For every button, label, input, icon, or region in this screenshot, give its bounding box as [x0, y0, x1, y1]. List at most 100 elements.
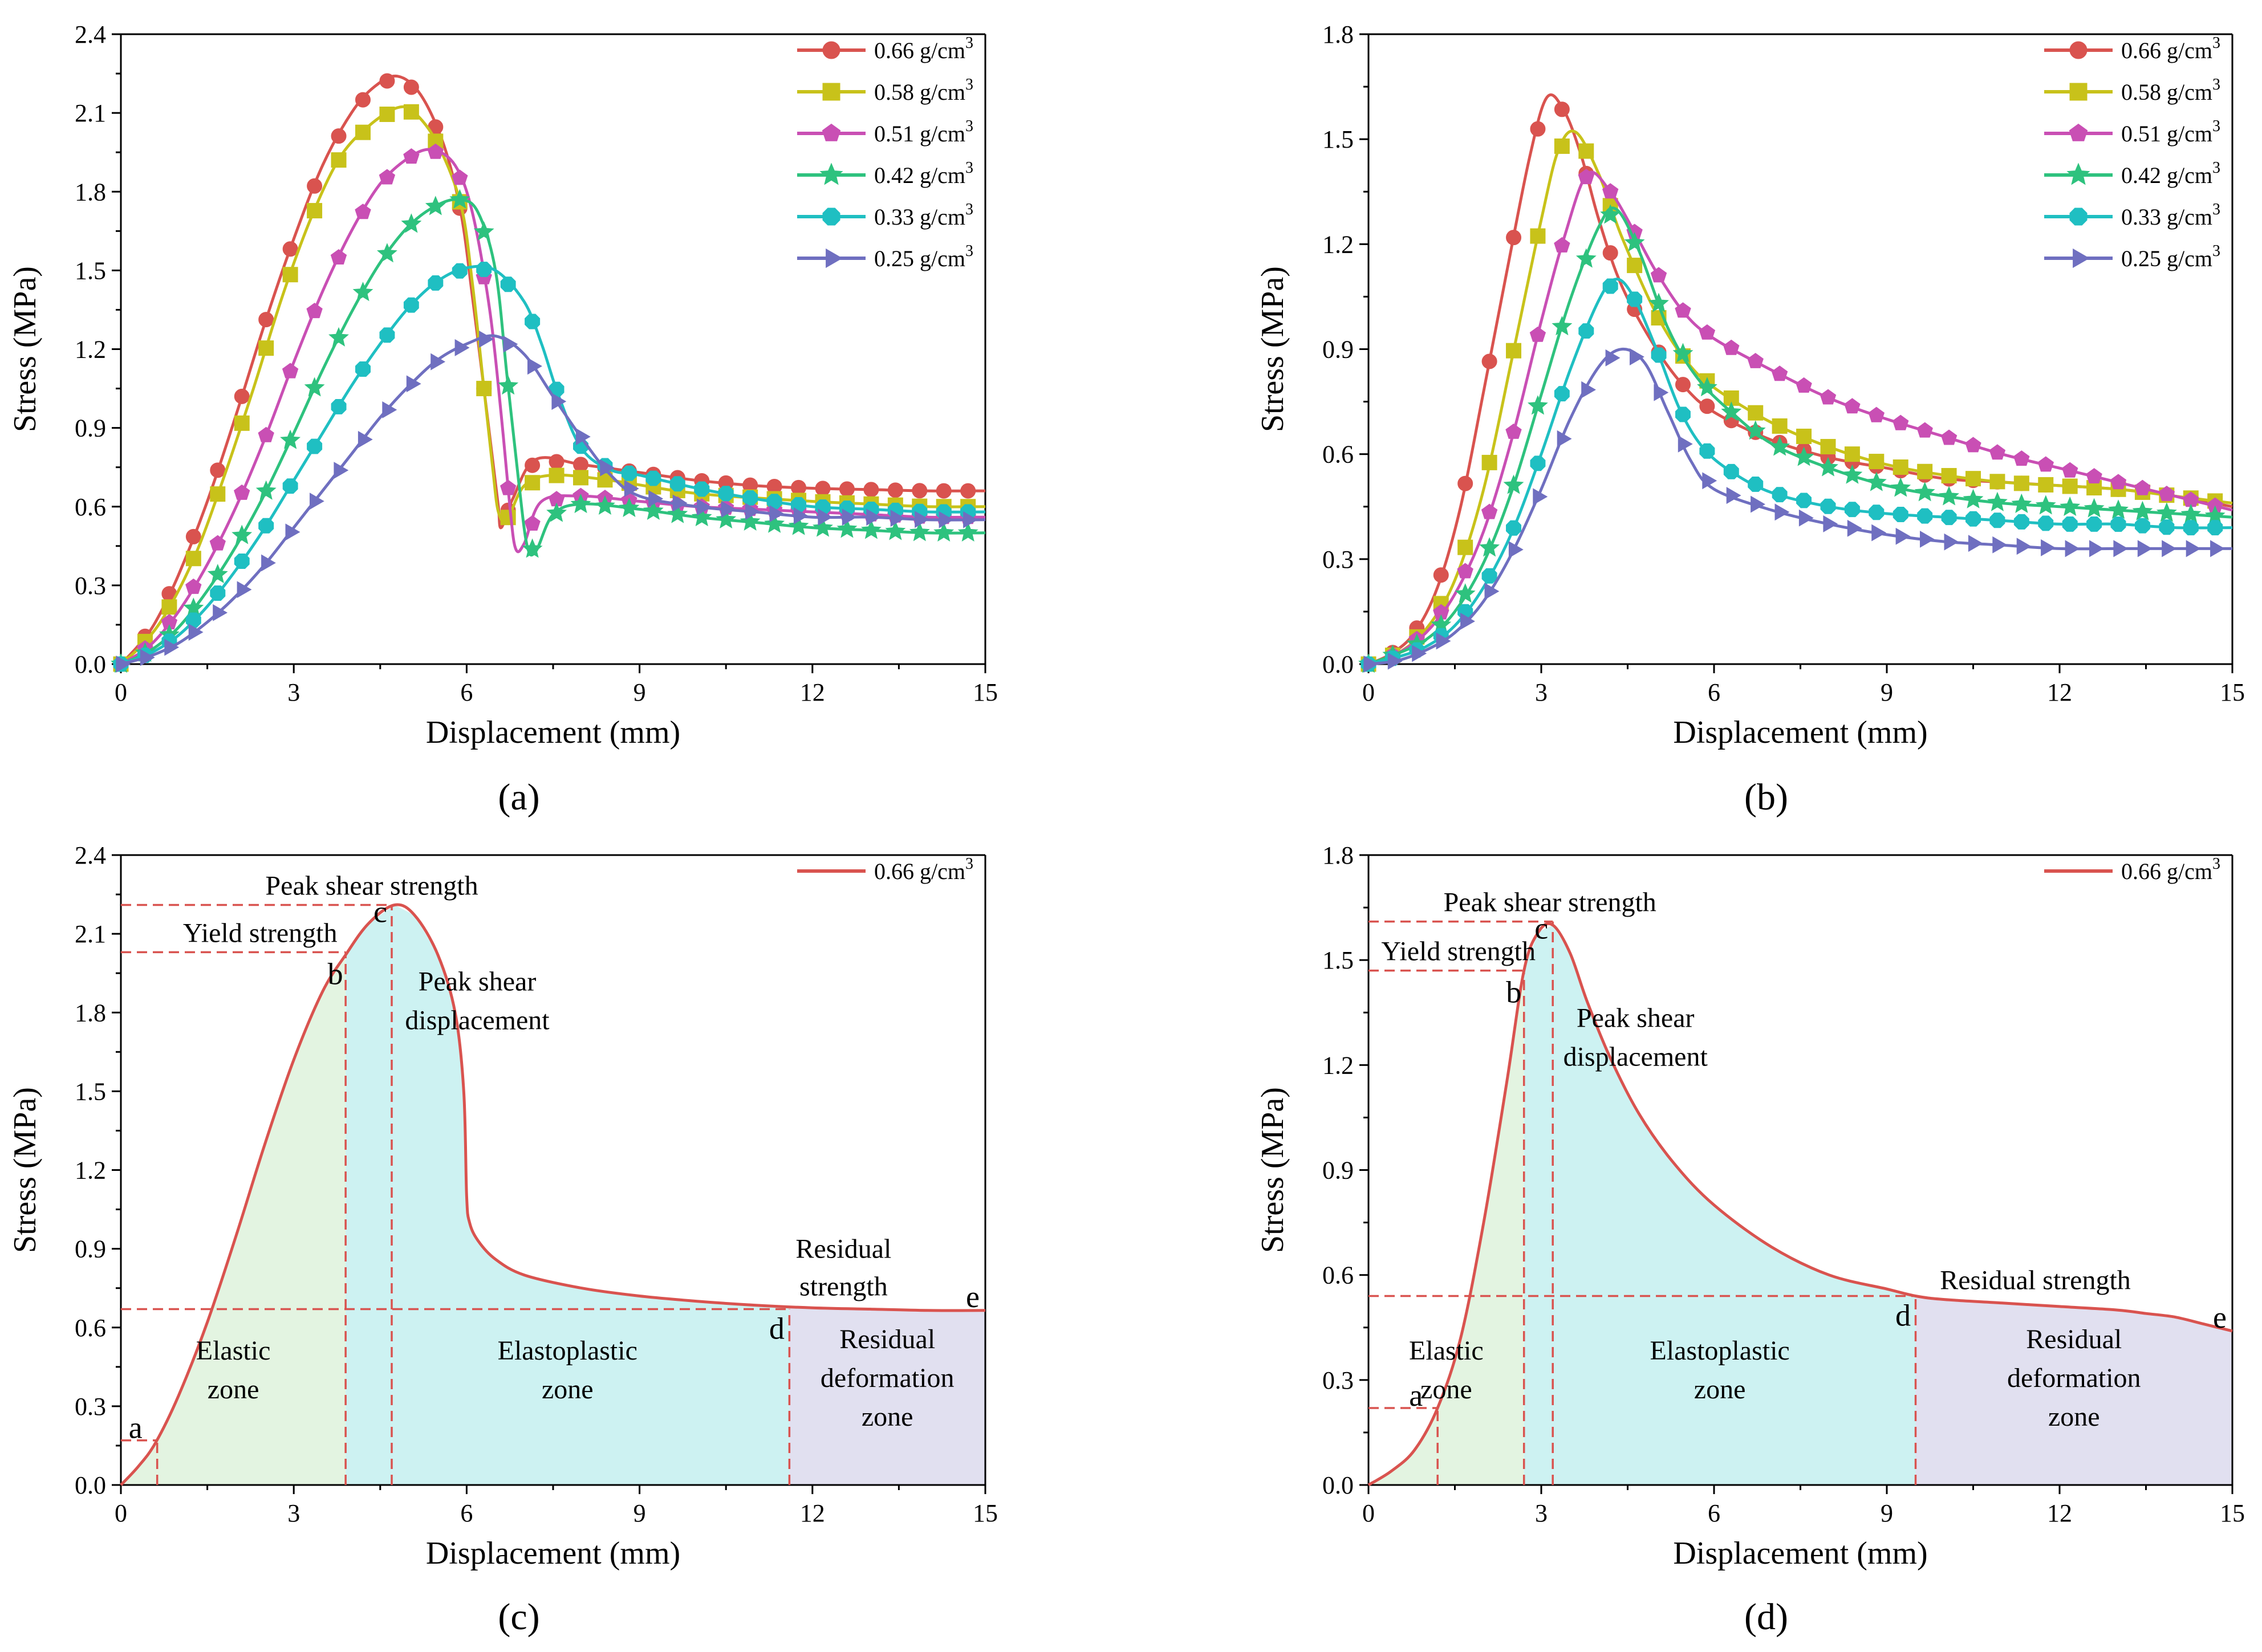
y-tick-label: 1.5: [1322, 946, 1354, 974]
data-point-pentagon: [1481, 503, 1498, 519]
data-point-triangle-right: [1460, 612, 1475, 630]
data-point-star: [473, 221, 494, 241]
data-point-pentagon: [1771, 365, 1788, 381]
data-point-square: [822, 83, 840, 101]
data-point-octagon: [258, 518, 274, 534]
data-point-square: [525, 475, 541, 491]
legend-label: 0.51 g/cm3: [874, 117, 973, 147]
zone-fill-1: [1524, 925, 1916, 1485]
y-tick-label: 0.3: [1322, 546, 1354, 573]
series-4: [113, 262, 986, 672]
data-point-triangle-right: [1581, 381, 1596, 398]
zone-fill-0: [1368, 970, 1524, 1485]
legend-label-text: 0.66 g/cm: [2121, 858, 2212, 884]
legend-label-superscript: 3: [2212, 159, 2220, 177]
data-point-circle: [863, 482, 879, 498]
data-point-octagon: [185, 612, 201, 628]
data-point-square: [1530, 228, 1546, 244]
data-point-circle: [258, 312, 274, 328]
data-point-circle: [1675, 377, 1691, 393]
data-point-circle: [379, 73, 395, 89]
data-point-square: [1844, 446, 1860, 462]
data-point-triangle-right: [1412, 645, 1427, 662]
y-axis-title: Stress (MPa): [1255, 266, 1290, 432]
data-point-circle: [1530, 121, 1546, 137]
data-point-pentagon: [306, 303, 323, 319]
chart-panel-d: 0 3 6 9 12 15 0.0 0.3 0.6 0.9 1.2 1.5 1.8 Displacemen…: [1255, 841, 2245, 1638]
panel-label: (d): [1744, 1596, 1788, 1638]
data-point-star: [352, 282, 373, 302]
legend-label-text: 0.51 g/cm: [874, 121, 965, 147]
data-point-pentagon: [1505, 423, 1522, 439]
data-point-octagon: [234, 554, 250, 569]
data-point-triangle-right: [164, 638, 180, 656]
x-tick-label: 3: [1535, 1499, 1548, 1527]
data-point-triangle-right: [624, 480, 639, 497]
legend-label: 0.58 g/cm3: [2121, 76, 2220, 105]
data-point-triangle-right: [697, 498, 712, 516]
data-point-star: [933, 522, 955, 542]
x-tick-label: 12: [800, 678, 825, 706]
data-point-pentagon: [822, 123, 841, 141]
data-point-star: [522, 538, 543, 558]
data-point-square: [1578, 143, 1594, 159]
data-point-octagon: [403, 297, 419, 313]
legend-label-superscript: 3: [2212, 117, 2220, 135]
series-3: [1358, 204, 2233, 673]
data-point-circle: [1433, 567, 1449, 583]
data-point-octagon: [1602, 278, 1618, 294]
data-point-square: [1772, 418, 1788, 434]
data-point-star: [304, 377, 325, 397]
zone-label-1: Elastoplastic: [498, 1336, 637, 1366]
data-point-star: [764, 513, 785, 533]
data-point-triangle-right: [1751, 495, 1766, 513]
data-point-pentagon: [1796, 377, 1812, 393]
legend-label: 0.33 g/cm3: [874, 201, 973, 230]
point-label-e: e: [2213, 1300, 2227, 1334]
data-point-circle: [822, 41, 840, 59]
legend-label-superscript: 3: [965, 242, 973, 260]
data-point-circle: [2069, 41, 2088, 59]
x-tick-label: 3: [1535, 678, 1548, 706]
data-point-pentagon: [282, 363, 299, 379]
data-point-triangle-right: [1871, 524, 1887, 542]
zone-label-0: Elastic: [1409, 1336, 1484, 1366]
data-point-triangle-right: [358, 430, 373, 448]
data-point-square: [476, 381, 492, 397]
x-tick-label: 15: [2220, 678, 2245, 706]
data-point-star: [1963, 489, 1984, 508]
data-point-pentagon: [1893, 414, 1909, 430]
data-point-star: [595, 495, 615, 515]
data-point-triangle-right: [1847, 519, 1862, 537]
legend-label-text: 0.42 g/cm: [2121, 162, 2212, 188]
y-tick-label: 1.2: [75, 1157, 106, 1185]
data-point-triangle-right: [188, 624, 204, 641]
data-point-octagon: [2062, 516, 2078, 532]
x-tick-label: 3: [287, 678, 300, 706]
x-tick-label: 6: [1708, 1499, 1720, 1527]
data-point-octagon: [500, 276, 516, 292]
data-point-star: [449, 189, 470, 209]
data-point-triangle-right: [261, 554, 276, 572]
data-point-square: [1796, 428, 1812, 444]
zone-label-1: zone: [1694, 1374, 1746, 1405]
data-point-star: [1696, 377, 1717, 397]
data-point-pentagon: [2110, 474, 2127, 490]
y-tick-label: 1.5: [1322, 125, 1354, 153]
y-tick-label: 2.4: [75, 841, 106, 869]
data-point-star: [1455, 583, 1476, 603]
annotation-residual-strength: Residual: [795, 1234, 891, 1264]
data-point-pentagon: [1747, 352, 1764, 368]
data-point-circle: [331, 128, 347, 144]
point-label-c: c: [373, 894, 387, 929]
data-point-star: [1842, 464, 1863, 484]
data-point-circle: [549, 454, 565, 470]
data-point-pentagon: [524, 515, 541, 531]
y-tick-label: 1.8: [75, 178, 106, 206]
data-point-pentagon: [427, 143, 444, 159]
zone-label-2: Residual: [2026, 1324, 2122, 1354]
y-tick-label: 0.9: [1322, 1157, 1354, 1185]
data-point-triangle-right: [213, 604, 228, 621]
data-point-star: [1890, 477, 1911, 497]
series-line: [120, 148, 986, 666]
